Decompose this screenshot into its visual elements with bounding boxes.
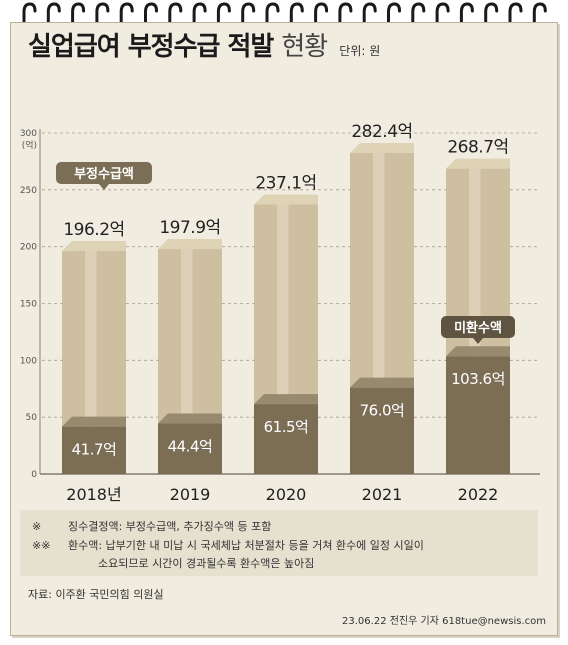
- binder-ring: [484, 2, 499, 36]
- data-label-total: 197.9억: [159, 218, 220, 238]
- binder-ring: [46, 2, 61, 36]
- source-text: 자료: 이주환 국민의힘 의원실: [28, 588, 164, 601]
- binder-ring: [168, 2, 183, 36]
- y-tick-label: 200: [20, 243, 37, 253]
- data-label-unrecovered: 41.7억: [72, 441, 117, 459]
- bar-unrecovered: [254, 404, 318, 474]
- bar-unrecovered: [158, 423, 222, 474]
- bar-unrecovered: [62, 426, 126, 474]
- x-tick-label: 2019: [170, 485, 211, 504]
- y-tick-label: 50: [26, 413, 38, 423]
- binder-ring: [95, 2, 110, 36]
- binder-ring: [532, 2, 547, 36]
- bar-highlight: [373, 153, 385, 474]
- data-label-unrecovered: 61.5억: [264, 418, 309, 436]
- bar-total-top: [62, 240, 126, 251]
- bar-unrecovered-top: [158, 413, 222, 424]
- data-label-total: 196.2억: [63, 220, 124, 240]
- note-2-text-line1: 환수액: 납부기한 내 미납 시 국세체납 처분절차 등을 거쳐 환수에 일정 …: [68, 539, 424, 552]
- binder-ring: [144, 2, 158, 36]
- bar-highlight: [181, 249, 193, 474]
- y-tick-label: 250: [20, 186, 37, 196]
- binder-ring: [265, 2, 280, 36]
- binder-ring: [411, 2, 426, 36]
- legend-label-total: 부정수급액: [74, 166, 134, 182]
- note-2-mark: ※※: [32, 539, 51, 552]
- bar-unrecovered-top: [446, 346, 510, 357]
- binder-ring: [459, 2, 474, 36]
- note-2: ※※ 환수액: 납부기한 내 미납 시 국세체납 처분절차 등을 거쳐 환수에 일…: [32, 537, 424, 553]
- y-tick-label: 100: [20, 356, 37, 366]
- binder-ring: [192, 2, 207, 36]
- bar-total-top: [158, 239, 222, 250]
- unit-label: 단위: 원: [339, 44, 381, 58]
- callout-total-box: [56, 162, 152, 184]
- data-label-total: 237.1억: [255, 173, 316, 193]
- binder-ring: [22, 2, 37, 36]
- bar-unrecovered: [446, 356, 510, 474]
- binder-ring: [338, 2, 353, 36]
- data-label-total: 268.7억: [447, 138, 508, 158]
- bar-total-top: [350, 143, 414, 154]
- callout-unrecovered-pointer: [473, 338, 483, 344]
- data-label-unrecovered: 44.4억: [168, 438, 213, 456]
- legend-label-unrecovered: 미환수액: [454, 320, 502, 336]
- binder-ring: [362, 2, 377, 36]
- binder-ring: [387, 2, 401, 36]
- x-tick-label: 2021: [362, 485, 403, 504]
- binder-rings: [22, 2, 547, 36]
- y-tick-label: 150: [20, 300, 37, 310]
- binder-ring: [508, 2, 523, 36]
- bar-unrecovered: [350, 387, 414, 474]
- data-label-total: 282.4억: [351, 122, 412, 142]
- y-tick-label: 300: [20, 129, 37, 139]
- note-1-mark: ※: [32, 520, 42, 533]
- binder-ring: [216, 2, 231, 36]
- callout-total-pointer: [99, 184, 109, 190]
- note-1: ※ 징수결정액: 부정수급액, 추가징수액 등 포함: [32, 518, 271, 534]
- data-label-unrecovered: 76.0억: [360, 402, 405, 420]
- binder-ring: [314, 2, 329, 36]
- x-tick-label: 2018년: [66, 485, 121, 504]
- bar-unrecovered-top: [254, 394, 318, 405]
- bar-highlight: [277, 204, 289, 474]
- x-tick-label: 2022: [458, 485, 499, 504]
- binder-ring: [289, 2, 304, 36]
- bar-unrecovered-top: [350, 377, 414, 388]
- title-sub: 현황: [281, 32, 328, 62]
- data-label-unrecovered: 103.6억: [451, 370, 505, 388]
- bar-total-top: [254, 194, 318, 205]
- y-tick-label: 0: [31, 470, 37, 480]
- x-tick-label: 2020: [266, 485, 307, 504]
- note-2-text-line2: 소요되므로 시간이 경과될수록 환수액은 높아짐: [98, 557, 315, 570]
- binder-ring: [119, 2, 134, 36]
- notes-box: ※ 징수결정액: 부정수급액, 추가징수액 등 포함 ※※ 환수액: 납부기한 내 …: [20, 510, 538, 576]
- title-main: 실업급여 부정수급 적발: [28, 32, 274, 62]
- bar-highlight: [85, 250, 97, 474]
- bar-total-top: [446, 158, 510, 169]
- bar-unrecovered-top: [62, 416, 126, 427]
- binder-ring: [435, 2, 450, 36]
- callout-unrecovered-box: [441, 316, 515, 338]
- binder-ring: [241, 2, 256, 36]
- binder-ring: [71, 2, 86, 36]
- note-1-text: 징수결정액: 부정수급액, 추가징수액 등 포함: [68, 520, 272, 533]
- y-unit-label: (억): [22, 139, 37, 151]
- note-2-line2: 소요되므로 시간이 경과될수록 환수액은 높아짐: [98, 555, 314, 571]
- credit-text: 23.06.22 전진우 기자 618tue@newsis.com: [342, 616, 546, 627]
- chart-title: 실업급여 부정수급 적발 현황 단위: 원: [28, 26, 380, 63]
